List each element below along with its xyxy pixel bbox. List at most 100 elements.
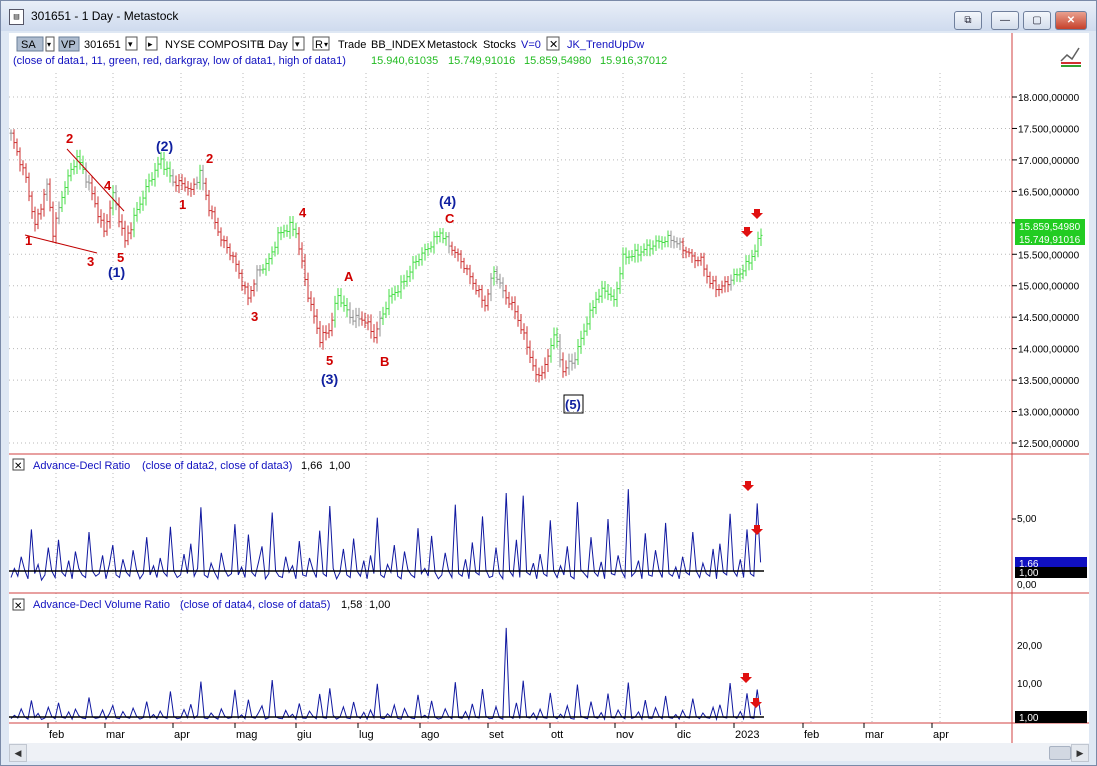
- price-bar: [309, 291, 313, 312]
- price-bar: [24, 163, 28, 183]
- price-bar: [690, 249, 694, 263]
- close-icon: ✕: [14, 601, 22, 612]
- price-bar: [456, 248, 460, 262]
- price-bar: [60, 191, 64, 213]
- price-bar: [597, 288, 601, 304]
- price-bar: [99, 209, 103, 228]
- price-bar: [363, 312, 367, 329]
- price-bar: [39, 203, 43, 220]
- remove-panel-button[interactable]: [12, 458, 25, 471]
- price-bar: [402, 274, 406, 290]
- price-bar: [189, 182, 193, 197]
- chart-file-icon: ▤: [9, 9, 24, 25]
- price-bar: [273, 241, 277, 257]
- price-bar: [90, 175, 94, 201]
- price-bar: [327, 323, 331, 339]
- price-bar: [468, 264, 472, 285]
- indicator-name: JK_TrendUpDw: [567, 39, 644, 51]
- price-bar: [66, 169, 70, 195]
- chart-svg: SA ▾ VP 301651 ▾ ▸ NYSE COMPOSITE 1 Day …: [9, 33, 1089, 743]
- date-axis-label: mar: [106, 729, 125, 741]
- price-bar: [693, 251, 697, 269]
- price-bar: [489, 273, 493, 302]
- price-bar: [576, 339, 580, 366]
- price-bar: [717, 284, 721, 297]
- price-axis-label: 13.500,00000: [1018, 376, 1080, 387]
- price-bar: [696, 256, 700, 267]
- sa-dropdown[interactable]: [45, 36, 55, 52]
- price-bar: [636, 243, 640, 263]
- symbol-dropdown[interactable]: [125, 36, 138, 51]
- price-bar: [471, 272, 475, 290]
- price-bar: [372, 324, 376, 343]
- price-bar: [540, 365, 544, 381]
- price-bar: [666, 230, 670, 248]
- scroll-left-arrow-icon[interactable]: ◀: [9, 744, 27, 762]
- panel-title: Advance-Decl Volume Ratio: [33, 599, 170, 611]
- options-button[interactable]: ⧉: [954, 11, 982, 30]
- trend-tool-icon[interactable]: [1060, 47, 1081, 67]
- vp-label: VP: [61, 39, 76, 51]
- remove-indicator-button[interactable]: [546, 36, 560, 51]
- price-bar: [447, 232, 451, 254]
- price-bar: [318, 321, 322, 348]
- price-bar: [588, 302, 592, 330]
- price-bar: [702, 252, 706, 277]
- remove-panel-button[interactable]: [12, 598, 25, 611]
- price-bar: [501, 277, 505, 299]
- price-bar: [294, 222, 298, 239]
- price-bar: [741, 264, 745, 280]
- last-green-value: 15.859,54980: [1019, 222, 1081, 233]
- ad-ratio-panel: ✕ Advance-Decl Ratio (close of data2, cl…: [9, 458, 1087, 591]
- menu-arrow-icon: ▸: [148, 39, 153, 49]
- price-bar: [570, 353, 574, 371]
- price-bar: [534, 358, 538, 382]
- scroll-right-arrow-icon[interactable]: ▶: [1071, 744, 1089, 762]
- ad-ratio-series: [10, 489, 762, 582]
- price-bar: [672, 235, 676, 249]
- price-bar: [291, 216, 295, 237]
- maximize-button[interactable]: ▢: [1023, 11, 1051, 30]
- price-bar: [417, 253, 421, 267]
- horizontal-scrollbar[interactable]: ◀ ▶: [9, 743, 1089, 762]
- period-dropdown[interactable]: [292, 36, 305, 51]
- price-bar: [102, 212, 106, 238]
- price-bar: [219, 227, 223, 247]
- sa-button[interactable]: [16, 36, 44, 52]
- title-bar[interactable]: ▤ 301651 - 1 Day - Metastock ⧉ — ▢ ✕: [1, 1, 1096, 31]
- price-bar: [174, 175, 178, 192]
- price-bar: [198, 164, 202, 190]
- wave-labels: 1 2 3 4 5 (1) (2) 1 2 3 4 5 (3) A B (4) …: [25, 131, 584, 414]
- price-bar: [420, 247, 424, 266]
- price-bar: [303, 254, 307, 286]
- price-bar: [105, 214, 109, 236]
- vp-button[interactable]: [58, 36, 80, 52]
- price-bar: [345, 297, 349, 318]
- price-bar: [243, 281, 247, 295]
- price-bar: [180, 174, 184, 190]
- price-axis-label: 15.500,00000: [1018, 250, 1080, 261]
- last-value: 15.749,91016: [1019, 235, 1081, 246]
- axis-label-5: 5,00: [1017, 514, 1037, 525]
- price-axis-label: 14.500,00000: [1018, 313, 1080, 324]
- price-bar: [366, 314, 370, 331]
- price-bar: [516, 305, 520, 327]
- price-bar: [735, 268, 739, 282]
- scroll-thumb[interactable]: [1049, 746, 1071, 760]
- price-bar: [381, 306, 385, 325]
- close-button[interactable]: ✕: [1055, 11, 1087, 30]
- price-bar: [705, 264, 709, 284]
- price-bar: [51, 201, 55, 243]
- r-button[interactable]: [312, 36, 330, 51]
- date-axis-label: mag: [236, 729, 257, 741]
- price-bar: [678, 237, 682, 251]
- price-axis-label: 15.000,00000: [1018, 282, 1080, 293]
- price-bar: [75, 149, 79, 175]
- wave-5-box: [563, 394, 584, 414]
- wave-label-primary-3: (3): [321, 371, 338, 387]
- price-bar: [564, 360, 568, 377]
- security-menu-button[interactable]: [145, 36, 158, 51]
- minimize-button[interactable]: —: [991, 11, 1019, 30]
- date-axis-label: ott: [551, 729, 563, 741]
- price-bar: [387, 289, 391, 316]
